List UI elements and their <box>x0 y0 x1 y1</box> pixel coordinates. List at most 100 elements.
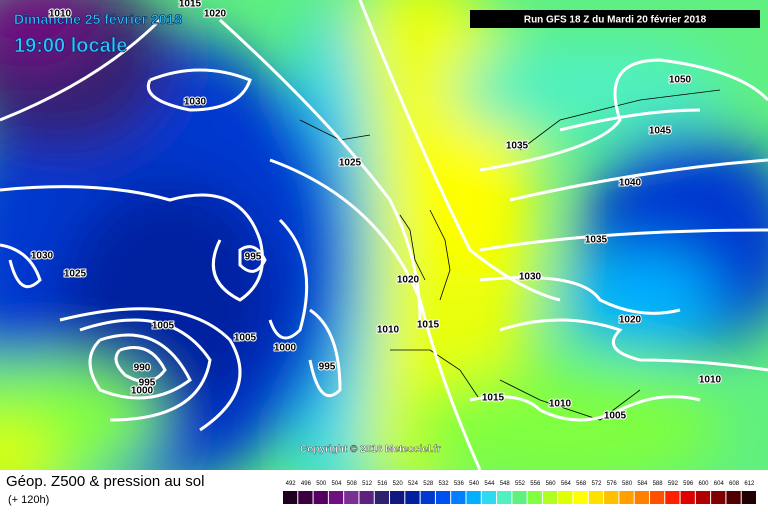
legend-swatch <box>588 491 604 504</box>
legend-label: 540 <box>469 481 480 487</box>
legend-swatch <box>344 491 359 504</box>
isobar-label: 1025 <box>64 269 87 280</box>
legend-swatch <box>619 491 634 504</box>
legend-label: 536 <box>454 481 465 487</box>
legend-label: 564 <box>561 481 572 487</box>
isobar-label: 995 <box>319 362 336 373</box>
legend-swatch <box>374 491 390 504</box>
isobar-label: 1005 <box>234 333 257 344</box>
legend-label: 544 <box>484 481 495 487</box>
legend-label: 532 <box>439 481 450 487</box>
legend-label: 596 <box>683 481 694 487</box>
legend-swatch <box>604 491 619 504</box>
legend-swatch <box>695 491 711 504</box>
legend-swatch <box>711 491 726 504</box>
legend-label: 524 <box>408 481 419 487</box>
legend-label: 612 <box>744 481 755 487</box>
legend-label: 588 <box>653 481 664 487</box>
legend-swatch <box>558 491 573 504</box>
legend-swatch <box>390 491 405 504</box>
isobar-label: 1035 <box>585 235 608 246</box>
isobar-label: 1010 <box>377 325 400 336</box>
legend-swatch <box>283 491 298 504</box>
legend-swatch <box>542 491 558 504</box>
legend-swatch <box>481 491 497 504</box>
time: 19:00 locale <box>14 35 127 57</box>
isobar-label: 995 <box>139 378 156 389</box>
isobar-label: 1000 <box>274 343 297 354</box>
legend-label: 516 <box>377 481 388 487</box>
legend-label: 528 <box>423 481 434 487</box>
isobar-label: 1045 <box>649 126 672 137</box>
legend-label: 572 <box>591 481 602 487</box>
legend-swatch <box>328 491 344 504</box>
footer-title: Géop. Z500 & pression au sol <box>6 473 204 490</box>
isobar-label: 1030 <box>519 272 542 283</box>
legend-label: 496 <box>301 481 312 487</box>
legend-label: 608 <box>729 481 740 487</box>
legend-swatch <box>451 491 466 504</box>
legend-label: 604 <box>714 481 725 487</box>
legend-label: 580 <box>622 481 633 487</box>
legend-label: 556 <box>530 481 541 487</box>
legend-swatch <box>680 491 695 504</box>
legend-swatch <box>497 491 512 504</box>
isobar-label: 1025 <box>339 158 362 169</box>
legend-label: 568 <box>576 481 587 487</box>
isobar-label: 1040 <box>619 178 642 189</box>
footer-lead: (+ 120h) <box>8 494 49 506</box>
legend-label: 500 <box>316 481 327 487</box>
legend-swatch <box>726 491 741 504</box>
legend-swatch <box>512 491 527 504</box>
legend-label: 548 <box>500 481 511 487</box>
legend-label: 584 <box>637 481 648 487</box>
isobar-label: 1010 <box>49 9 72 20</box>
isobar-label: 1010 <box>549 399 572 410</box>
legend-label: 508 <box>347 481 358 487</box>
isobar-label: 1000 <box>131 386 154 397</box>
legend-swatch <box>420 491 435 504</box>
legend-swatch <box>634 491 649 504</box>
legend-swatch <box>405 491 420 504</box>
isobar-label: 1050 <box>669 75 692 86</box>
run-info: Run GFS 18 Z du Mardi 20 février 2018 <box>524 15 707 26</box>
legend-label: 600 <box>698 481 709 487</box>
isobar-label: 990 <box>134 363 151 374</box>
legend-swatch <box>527 491 542 504</box>
legend-swatch <box>573 491 588 504</box>
legend-label: 512 <box>362 481 373 487</box>
isobar-label: 1035 <box>506 141 529 152</box>
legend-swatch <box>298 491 313 504</box>
isobar-label: 1005 <box>604 411 627 422</box>
legend-swatch <box>313 491 328 504</box>
legend-swatch <box>649 491 665 504</box>
legend-label: 560 <box>546 481 557 487</box>
isobar-label: 1030 <box>184 97 207 108</box>
isobar-label: 1010 <box>699 375 722 386</box>
isobar-label: 1020 <box>619 315 642 326</box>
isobar-label: 995 <box>245 252 262 263</box>
isobar-label: 1020 <box>397 275 420 286</box>
legend-label: 504 <box>332 481 343 487</box>
legend-swatch <box>741 491 756 504</box>
isobar-label: 1030 <box>31 251 54 262</box>
legend-label: 576 <box>607 481 618 487</box>
isobar-label: 1015 <box>179 0 202 10</box>
date: Dimanche 25 février 2018 <box>14 11 182 27</box>
legend-swatch <box>466 491 481 504</box>
isobar-label: 1005 <box>152 321 175 332</box>
isobar-label: 1020 <box>204 9 227 20</box>
legend-label: 520 <box>393 481 404 487</box>
run-banner <box>470 10 760 28</box>
isobar-label: 1015 <box>417 320 440 331</box>
copyright: Copyright © 2018 Meteociel.fr <box>300 444 441 455</box>
legend-swatch <box>359 491 374 504</box>
legend-label: 492 <box>286 481 297 487</box>
legend-label: 552 <box>515 481 526 487</box>
legend-swatch <box>435 491 451 504</box>
legend-label: 592 <box>668 481 679 487</box>
legend-swatch <box>665 491 680 504</box>
